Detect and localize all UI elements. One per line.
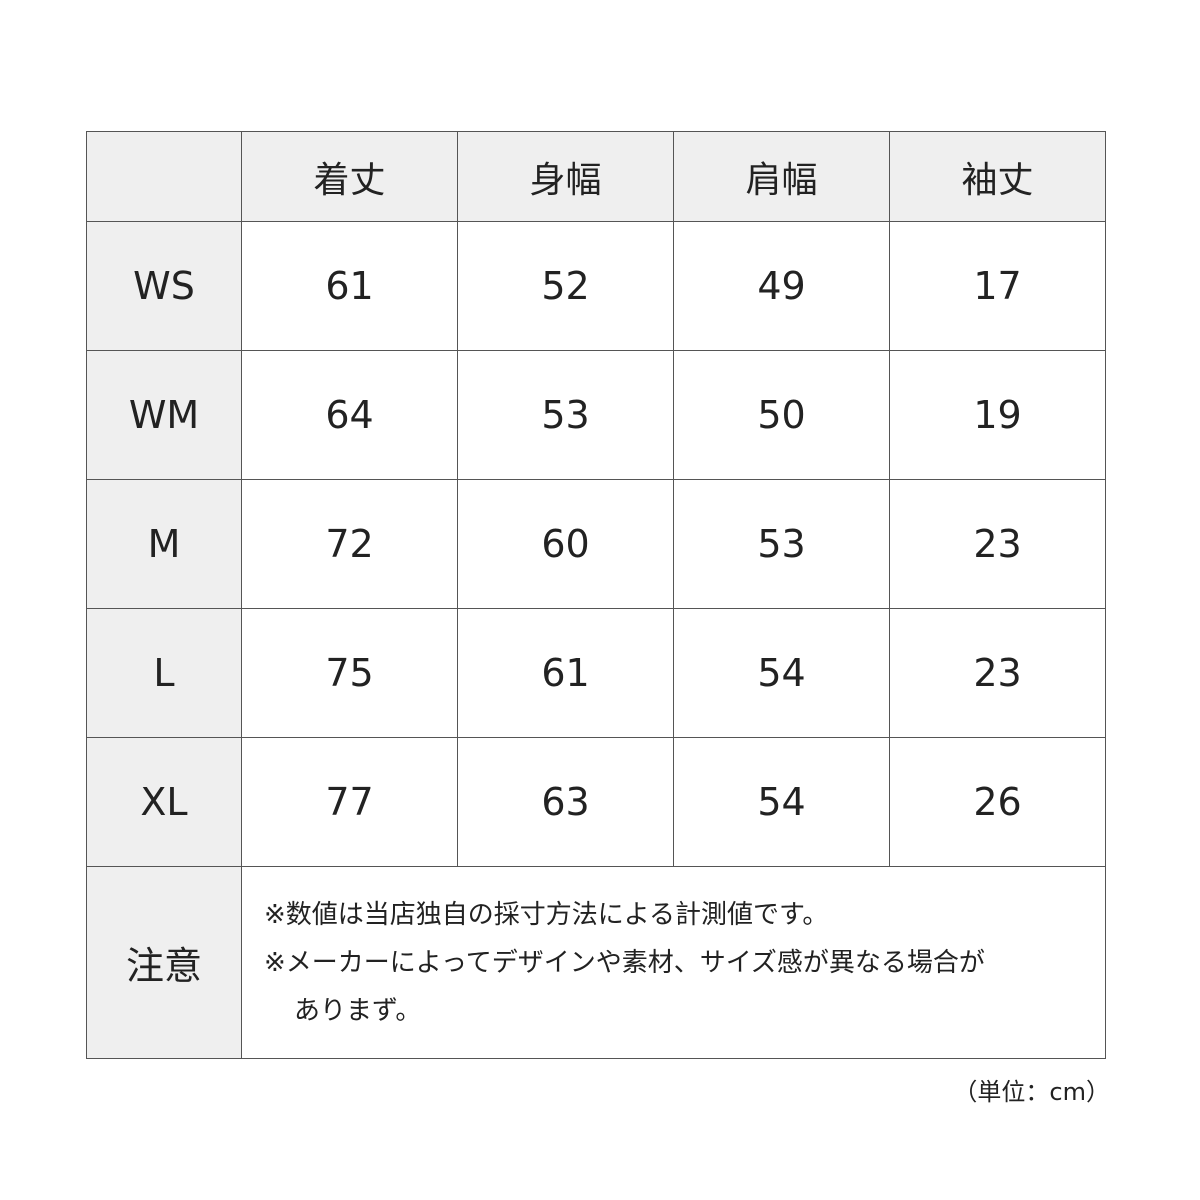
value-cell: 50 [673, 350, 890, 480]
column-header: 肩幅 [673, 131, 890, 222]
column-header: 身幅 [457, 131, 674, 222]
value-cell: 17 [889, 221, 1106, 351]
notes-cell: ※数値は当店独自の採寸方法による計測値です。 ※メーカーによってデザインや素材、… [241, 866, 1106, 1059]
value-cell: 54 [673, 737, 890, 867]
value-cell: 75 [241, 608, 458, 738]
value-cell: 64 [241, 350, 458, 480]
value-cell: 19 [889, 350, 1106, 480]
table-row: WM 64 53 50 19 [86, 350, 1106, 480]
value-cell: 61 [457, 608, 674, 738]
size-label: WM [86, 350, 242, 480]
size-chart-table: 着丈 身幅 肩幅 袖丈 WS 61 52 49 17 WM 64 53 50 19 M 72 60 53 2… [86, 131, 1106, 1059]
column-header: 袖丈 [889, 131, 1106, 222]
value-cell: 63 [457, 737, 674, 867]
value-cell: 53 [673, 479, 890, 609]
corner-cell [86, 131, 242, 222]
value-cell: 53 [457, 350, 674, 480]
note-line: ※メーカーによってデザインや素材、サイズ感が異なる場合が [264, 947, 985, 978]
size-label: XL [86, 737, 242, 867]
note-row: 注意 ※数値は当店独自の採寸方法による計測値です。 ※メーカーによってデザインや… [86, 866, 1106, 1059]
table-row: L 75 61 54 23 [86, 608, 1106, 738]
value-cell: 60 [457, 479, 674, 609]
value-cell: 61 [241, 221, 458, 351]
size-label: WS [86, 221, 242, 351]
size-label: L [86, 608, 242, 738]
table-row: XL 77 63 54 26 [86, 737, 1106, 867]
note-label: 注意 [86, 866, 242, 1059]
unit-label: （単位：cm） [953, 1078, 1110, 1106]
value-cell: 54 [673, 608, 890, 738]
note-line: ありまず。 [294, 995, 422, 1026]
size-label: M [86, 479, 242, 609]
table-row: M 72 60 53 23 [86, 479, 1106, 609]
column-header: 着丈 [241, 131, 458, 222]
value-cell: 49 [673, 221, 890, 351]
value-cell: 52 [457, 221, 674, 351]
table-row: WS 61 52 49 17 [86, 221, 1106, 351]
header-row: 着丈 身幅 肩幅 袖丈 [86, 131, 1106, 222]
note-line: ※数値は当店独自の採寸方法による計測値です。 [264, 899, 829, 930]
value-cell: 77 [241, 737, 458, 867]
value-cell: 23 [889, 479, 1106, 609]
value-cell: 26 [889, 737, 1106, 867]
value-cell: 23 [889, 608, 1106, 738]
value-cell: 72 [241, 479, 458, 609]
